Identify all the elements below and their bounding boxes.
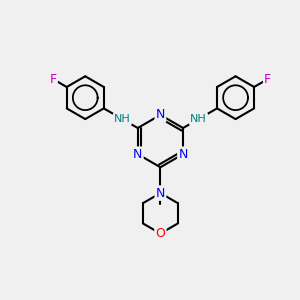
Text: N: N <box>133 148 142 161</box>
Text: F: F <box>264 73 271 85</box>
Text: O: O <box>155 227 165 240</box>
Text: F: F <box>50 73 57 85</box>
Text: N: N <box>156 187 165 200</box>
Text: N: N <box>178 148 188 161</box>
Text: NH: NH <box>190 114 207 124</box>
Text: N: N <box>156 108 165 122</box>
Text: NH: NH <box>114 114 131 124</box>
